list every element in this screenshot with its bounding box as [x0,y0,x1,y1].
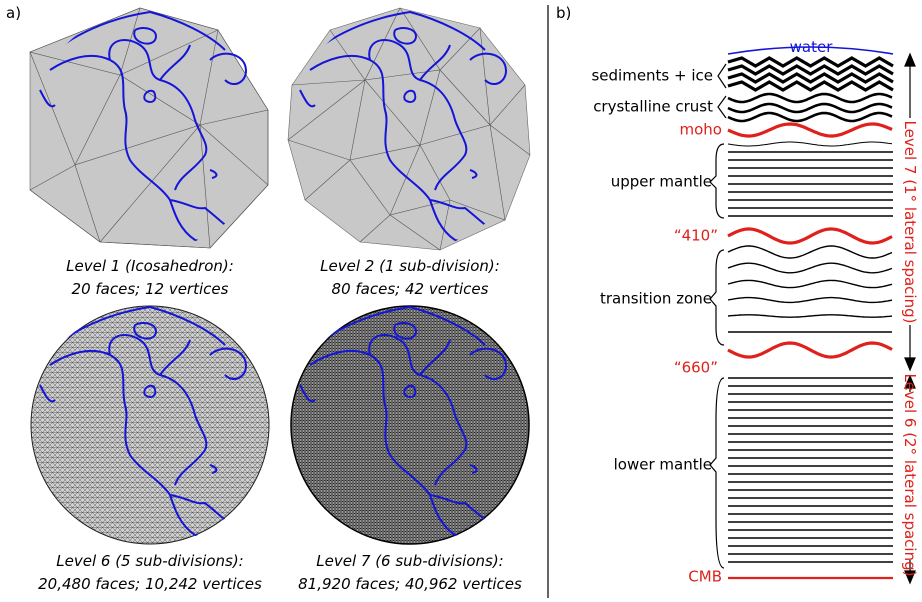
transition-line [728,246,892,258]
layer-lines [728,47,893,578]
sediment-line [728,58,893,66]
layer-label: moho [680,121,722,139]
figure: a) b) Level 1 (Icosahedron): 20 faces; 1… [0,0,922,598]
transition-line [728,263,892,273]
panel-label: a) [6,4,21,22]
caption: Level 7 (6 sub-divisions): [316,552,503,570]
mantle-line [728,142,892,146]
caption: 81,920 faces; 40,962 vertices [298,575,522,593]
panel-label: b) [556,4,571,22]
layer-label: lower mantle [614,456,712,474]
layer-label: “410” [674,227,718,245]
layer-label: transition zone [600,290,712,308]
globe-level-2 [288,8,530,250]
layer-label: sediments + ice [591,67,713,85]
transition-line [728,298,892,303]
resolution-label: Level 7 (1° lateral spacing) [901,121,919,324]
crust-line [728,113,892,121]
caption: 80 faces; 42 vertices [332,280,489,298]
globe-level-7 [291,306,529,544]
braces [710,64,726,568]
layer-label: CMB [688,568,722,586]
layer-label: crystalline crust [593,98,713,116]
caption: 20 faces; 12 vertices [72,280,229,298]
layer-label: upper mantle [611,173,712,191]
caption: Level 2 (1 sub-division): [320,257,500,275]
transition-line [728,280,892,287]
caption: Level 1 (Icosahedron): [66,257,234,275]
globe-level-6 [31,306,269,544]
caption: Level 6 (5 sub-divisions): [56,552,243,570]
caption: 20,480 faces; 10,242 vertices [38,575,262,593]
layer-label: “660” [674,359,718,377]
crust-line [728,94,892,102]
globe-level-1 [30,8,268,248]
discontinuity-line [728,229,892,243]
discontinuity-line [728,343,892,357]
transition-line [728,315,892,317]
moho-line [728,124,892,136]
resolution-label: Level 6 (2° lateral spacing) [901,374,919,577]
crust-line [728,104,892,112]
